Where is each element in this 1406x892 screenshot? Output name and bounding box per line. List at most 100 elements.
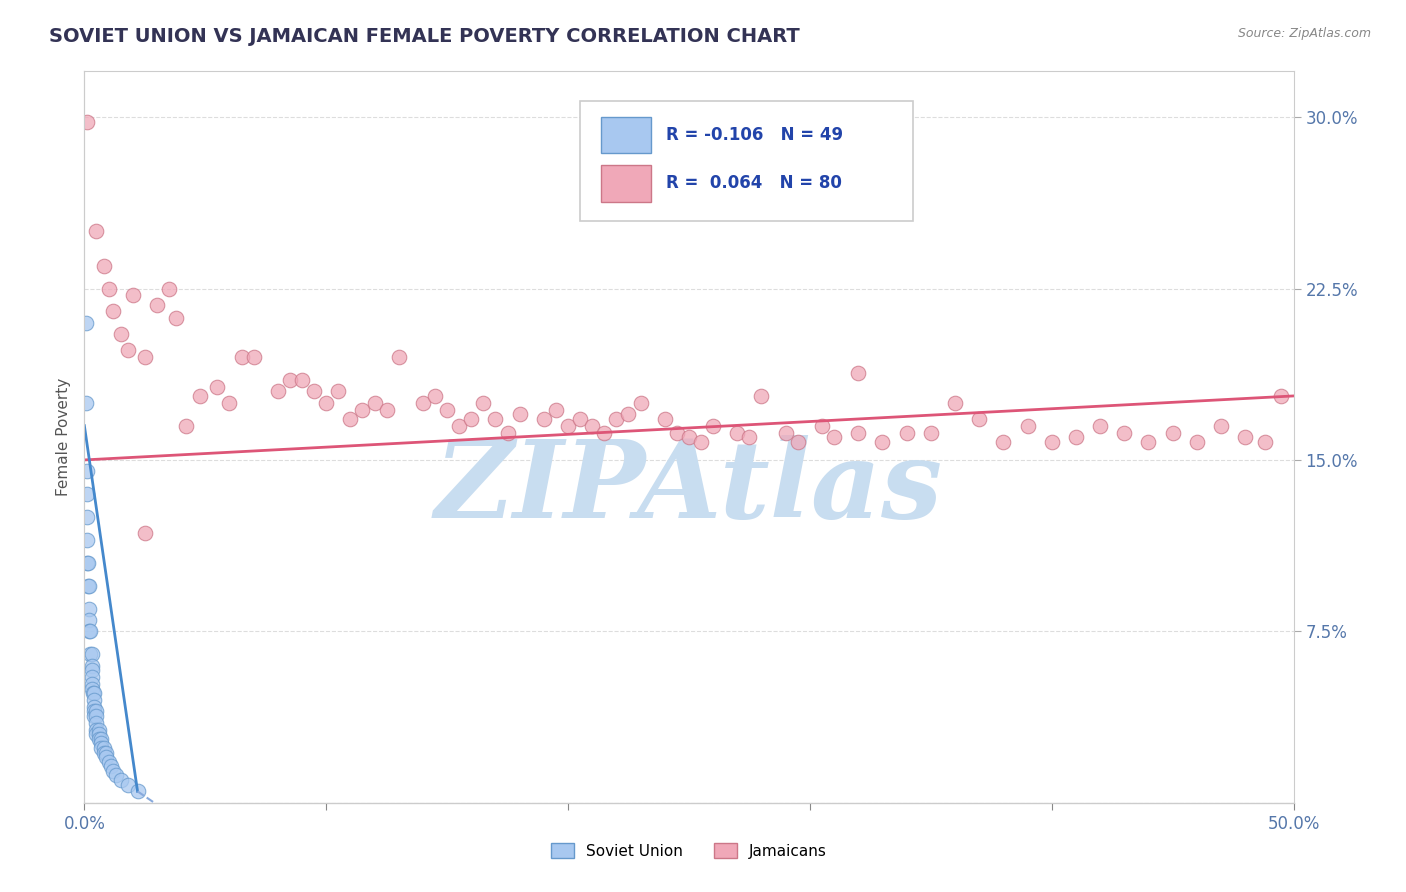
Text: R =  0.064   N = 80: R = 0.064 N = 80: [666, 174, 842, 193]
Point: [811, 418, 834, 433]
Point: [231, 350, 253, 364]
Point: [846, 366, 869, 380]
Point: [449, 418, 471, 433]
Point: [83, 705, 105, 719]
Point: [103, 304, 125, 318]
Point: [533, 412, 555, 426]
Point: [375, 402, 398, 417]
Point: [165, 311, 187, 326]
Point: [738, 430, 761, 444]
Point: [496, 425, 519, 440]
Point: [90, 736, 112, 750]
Point: [100, 759, 122, 773]
Point: [77, 624, 100, 639]
Point: [134, 350, 156, 364]
Point: [76, 114, 98, 128]
Point: [87, 731, 110, 746]
Point: [110, 327, 132, 342]
Point: [654, 412, 676, 426]
Point: [1185, 434, 1208, 449]
Point: [97, 281, 120, 295]
FancyBboxPatch shape: [581, 101, 912, 221]
Point: [103, 764, 125, 778]
Point: [83, 709, 105, 723]
Point: [134, 526, 156, 541]
Point: [87, 723, 110, 737]
Point: [1161, 425, 1184, 440]
Point: [86, 715, 108, 730]
Point: [93, 259, 115, 273]
Point: [121, 288, 143, 302]
Point: [80, 670, 103, 684]
Point: [484, 412, 506, 426]
Point: [76, 487, 98, 501]
Point: [339, 412, 361, 426]
Point: [80, 647, 103, 661]
Point: [83, 693, 105, 707]
Point: [79, 647, 101, 661]
Point: [94, 746, 117, 760]
Y-axis label: Female Poverty: Female Poverty: [56, 378, 72, 496]
Point: [388, 350, 411, 364]
Point: [1088, 418, 1111, 433]
Point: [630, 396, 652, 410]
Point: [302, 384, 325, 399]
Point: [569, 412, 592, 426]
Point: [1234, 430, 1257, 444]
Point: [423, 389, 446, 403]
Point: [872, 434, 894, 449]
Point: [117, 778, 139, 792]
Point: [593, 425, 616, 440]
Point: [725, 425, 748, 440]
Point: [363, 396, 385, 410]
Point: [76, 464, 98, 478]
Point: [943, 396, 966, 410]
Point: [97, 755, 120, 769]
Point: [110, 772, 132, 787]
Point: [993, 434, 1015, 449]
Point: [1114, 425, 1136, 440]
Point: [267, 384, 290, 399]
Point: [896, 425, 918, 440]
Text: ZIPAtlas: ZIPAtlas: [434, 435, 943, 541]
Point: [90, 740, 112, 755]
Point: [76, 533, 98, 547]
Point: [117, 343, 139, 358]
Point: [77, 579, 100, 593]
Point: [557, 418, 579, 433]
Point: [77, 579, 100, 593]
Point: [1064, 430, 1087, 444]
Point: [207, 380, 229, 394]
Point: [278, 373, 301, 387]
Point: [1137, 434, 1160, 449]
Point: [786, 434, 808, 449]
Point: [190, 389, 212, 403]
Point: [83, 686, 105, 700]
Point: [80, 658, 103, 673]
Text: Source: ZipAtlas.com: Source: ZipAtlas.com: [1237, 27, 1371, 40]
Point: [1040, 434, 1063, 449]
Point: [823, 430, 845, 444]
Point: [218, 396, 240, 410]
Point: [76, 510, 98, 524]
Point: [412, 396, 434, 410]
Point: [157, 281, 180, 295]
Point: [352, 402, 374, 417]
Point: [460, 412, 482, 426]
Point: [702, 418, 724, 433]
Point: [846, 425, 869, 440]
Point: [80, 677, 103, 691]
Point: [472, 396, 495, 410]
Point: [1209, 418, 1232, 433]
Point: [83, 699, 105, 714]
Point: [93, 746, 115, 760]
Point: [967, 412, 990, 426]
Point: [75, 396, 97, 410]
Point: [690, 434, 713, 449]
Point: [79, 624, 101, 639]
Point: [328, 384, 350, 399]
Point: [86, 705, 108, 719]
Point: [80, 681, 103, 696]
Point: [509, 407, 531, 421]
Point: [436, 402, 458, 417]
